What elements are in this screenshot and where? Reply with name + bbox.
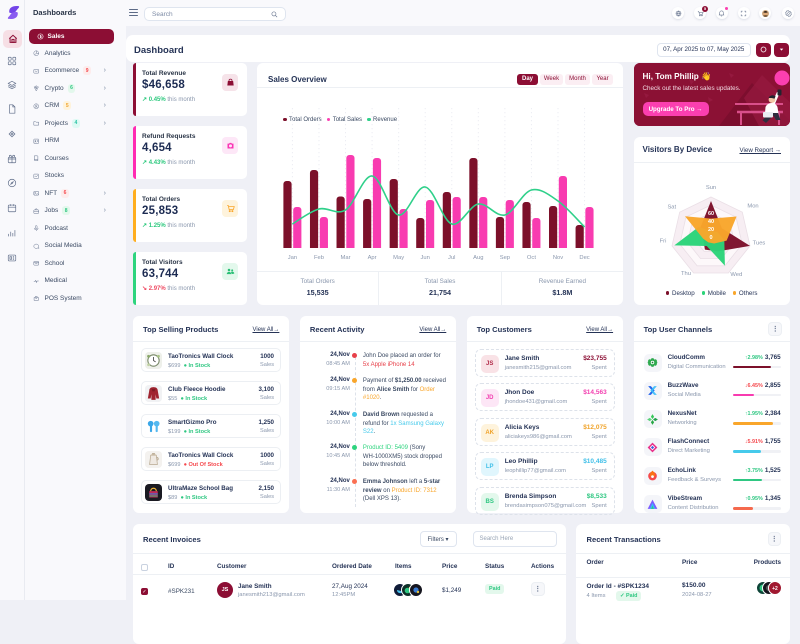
svg-text:Jun: Jun	[421, 255, 430, 261]
svg-text:Jan: Jan	[288, 255, 297, 261]
svg-text:Aug: Aug	[473, 255, 483, 261]
svg-text:Sep: Sep	[500, 255, 510, 261]
svg-text:+2: +2	[772, 586, 778, 592]
svg-text:Apr: Apr	[368, 255, 377, 261]
svg-text:60: 60	[707, 211, 713, 217]
svg-text:Mar: Mar	[341, 255, 351, 261]
svg-text:May: May	[393, 255, 404, 261]
svg-text:Oct: Oct	[527, 255, 536, 261]
svg-text:Jul: Jul	[448, 255, 455, 261]
svg-text:Feb: Feb	[314, 255, 324, 261]
svg-text:Nov: Nov	[553, 255, 563, 261]
svg-text:Sat: Sat	[667, 204, 676, 210]
svg-text:Tues: Tues	[752, 240, 765, 246]
svg-text:Dec: Dec	[579, 255, 589, 261]
svg-text:40: 40	[707, 219, 713, 225]
svg-text:Fri: Fri	[659, 238, 666, 244]
svg-text:Mon: Mon	[747, 203, 758, 209]
svg-text:0: 0	[709, 235, 712, 241]
svg-text:Sun: Sun	[705, 185, 715, 191]
svg-text:Wed: Wed	[730, 272, 742, 278]
svg-text:20: 20	[707, 227, 713, 233]
svg-text:Thu: Thu	[681, 271, 691, 277]
